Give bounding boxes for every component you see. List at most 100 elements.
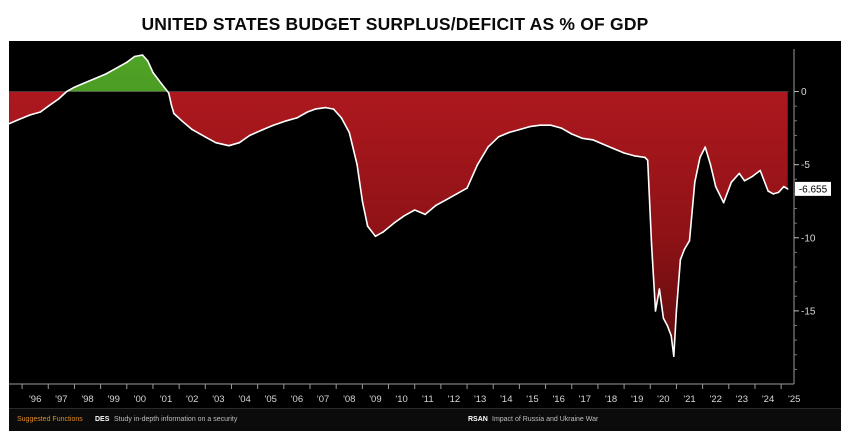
data-point [413, 209, 416, 211]
data-point [18, 118, 21, 121]
data-point [167, 92, 170, 94]
data-point [688, 239, 691, 242]
data-point [644, 156, 646, 159]
data-point [699, 156, 701, 159]
last-value-box [795, 181, 831, 196]
data-point [709, 163, 712, 166]
data-point [403, 215, 406, 217]
x-tick-label: '03 [212, 394, 224, 405]
data-point [759, 169, 761, 172]
data-point [571, 133, 573, 135]
x-tick-label: '23 [736, 394, 748, 405]
x-tick-label: '19 [631, 394, 643, 405]
data-point [374, 235, 377, 238]
data-point [670, 334, 672, 337]
data-point [65, 90, 68, 93]
data-point [767, 190, 769, 192]
data-point [772, 193, 775, 195]
x-tick-label: '11 [422, 394, 434, 405]
data-point [476, 163, 479, 166]
data-point [285, 120, 288, 122]
x-tick-label: '97 [55, 394, 67, 405]
data-point [497, 136, 500, 138]
data-point [204, 136, 207, 138]
data-point [160, 82, 162, 84]
data-point [215, 141, 217, 144]
chart-plot: 0 -5 -10 -15 '96 '97 '98 '99 '00 '01 '02 '03 '04 '05 '… [9, 49, 841, 408]
x-tick-label: '18 [605, 394, 617, 405]
data-point [633, 155, 636, 157]
data-point [181, 120, 183, 122]
data-point [704, 146, 706, 148]
data-point [683, 248, 686, 251]
data-point [751, 175, 754, 178]
x-tick-label: '98 [81, 394, 93, 405]
data-point [382, 231, 385, 233]
chart-title: UNITED STATES BUDGET SURPLUS/DEFICIT AS … [141, 14, 649, 34]
data-point [518, 128, 521, 131]
data-point [9, 122, 10, 125]
des-function-key[interactable]: DES [95, 416, 110, 423]
data-point [57, 98, 60, 100]
data-point [650, 244, 653, 246]
x-tick-label: '00 [134, 394, 146, 405]
data-point [662, 317, 665, 320]
data-point [508, 131, 510, 134]
data-point [550, 124, 552, 126]
x-tick-label: '07 [317, 394, 329, 405]
data-point [445, 199, 447, 201]
data-point [115, 67, 118, 69]
data-point [694, 181, 696, 183]
data-point [743, 180, 746, 182]
data-point [272, 124, 275, 126]
data-point [777, 191, 780, 194]
data-point [675, 310, 678, 312]
data-point [361, 200, 364, 202]
data-point [393, 222, 395, 224]
data-point [126, 61, 128, 64]
suggested-functions-link[interactable]: Suggested Functions [17, 416, 83, 423]
data-point [39, 111, 42, 113]
x-tick-label: '10 [395, 394, 407, 405]
data-point [612, 147, 615, 150]
rsan-description: Impact of Russia and Ukraine War [492, 416, 599, 423]
series-line [9, 54, 789, 357]
rsan-function-key[interactable]: RSAN [468, 416, 488, 423]
x-tick-label: '05 [265, 394, 277, 405]
y-tick-label: -5 [801, 160, 810, 171]
data-point [623, 152, 625, 154]
x-tick-label: '21 [683, 394, 695, 405]
data-point [133, 55, 136, 58]
deficit-area [9, 91, 788, 357]
data-point [560, 127, 563, 129]
data-point [238, 141, 241, 144]
x-tick-label: '04 [238, 394, 250, 405]
x-tick-label: '99 [108, 394, 120, 405]
data-point [646, 159, 649, 162]
data-point [356, 163, 358, 166]
data-point [348, 131, 351, 134]
data-point [94, 77, 97, 80]
chart-panel: 0 -5 -10 -15 '96 '97 '98 '99 '00 '01 '02 '03 '04 '05 '… [9, 41, 841, 431]
data-point [783, 185, 785, 188]
data-point [152, 71, 154, 74]
last-value-label: -6.655 [799, 184, 828, 195]
data-point [170, 103, 173, 106]
x-tick-label: '06 [291, 394, 303, 405]
data-point [191, 128, 193, 131]
data-point [539, 124, 542, 126]
data-point [722, 201, 725, 204]
data-point [262, 128, 264, 131]
data-point [591, 139, 594, 141]
data-point [658, 288, 661, 290]
x-tick-label: '20 [657, 394, 669, 405]
data-point [366, 225, 369, 227]
data-point [654, 310, 657, 312]
y-tick-label: -10 [801, 233, 816, 244]
data-point [340, 117, 343, 119]
data-point [602, 143, 604, 145]
surplus-area [66, 55, 168, 92]
data-point [424, 213, 427, 216]
data-point [306, 111, 309, 113]
x-tick-label: '25 [788, 394, 800, 405]
